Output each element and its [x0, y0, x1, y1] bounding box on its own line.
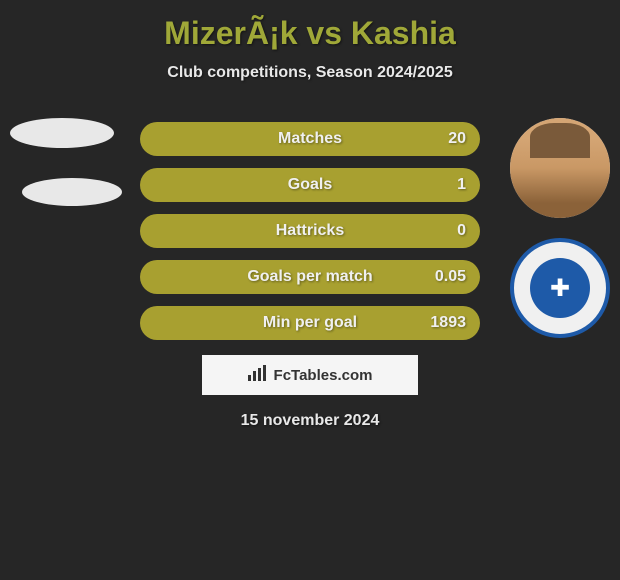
stat-row-matches: Matches 20 [140, 122, 480, 156]
player-face-icon [510, 118, 610, 218]
logo-text: FcTables.com [274, 367, 373, 384]
stat-value: 1 [457, 176, 466, 194]
stat-value: 20 [448, 130, 466, 148]
stat-row-min-per-goal: Min per goal 1893 [140, 306, 480, 340]
player2-avatar [510, 118, 610, 218]
fctables-logo[interactable]: FcTables.com [202, 355, 418, 395]
stats-container: Matches 20 Goals 1 Hattricks 0 Goals per… [140, 122, 480, 352]
date-text: 15 november 2024 [241, 412, 380, 430]
stat-label: Goals per match [247, 268, 372, 286]
badge-symbol: ✚ [550, 274, 570, 303]
chart-icon [248, 365, 268, 386]
stat-label: Goals [288, 176, 332, 194]
stat-label: Min per goal [263, 314, 357, 332]
player2-club-badge: ✚ [510, 238, 610, 338]
stat-row-goals-per-match: Goals per match 0.05 [140, 260, 480, 294]
subtitle: Club competitions, Season 2024/2025 [0, 64, 620, 82]
stat-value: 0 [457, 222, 466, 240]
player1-avatar-placeholder [10, 118, 114, 148]
stat-row-goals: Goals 1 [140, 168, 480, 202]
player1-club-placeholder [22, 178, 122, 206]
stat-value: 0.05 [435, 268, 466, 286]
stat-label: Hattricks [276, 222, 344, 240]
player2-avatars: ✚ [510, 118, 610, 338]
stat-label: Matches [278, 130, 342, 148]
stat-value: 1893 [430, 314, 466, 332]
player1-avatars [10, 118, 122, 206]
page-title: MizerÃ¡k vs Kashia [0, 0, 620, 52]
club-badge-icon: ✚ [530, 258, 590, 318]
stat-row-hattricks: Hattricks 0 [140, 214, 480, 248]
